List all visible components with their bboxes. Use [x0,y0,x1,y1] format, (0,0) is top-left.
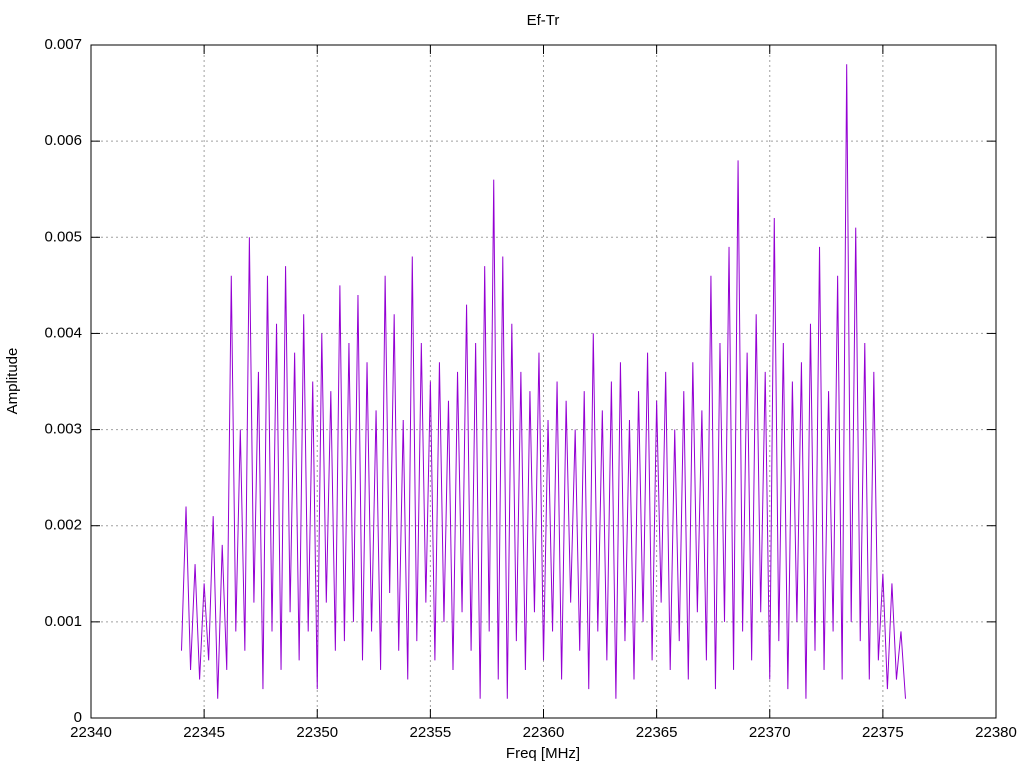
y-axis-label: Amplitude [4,348,21,415]
data-line [181,64,906,699]
x-tick-label: 22360 [523,724,565,741]
chart-title: Ef-Tr [527,12,560,29]
y-tick-label: 0.005 [44,228,82,245]
y-tick-label: 0.007 [44,36,82,53]
x-tick-label: 22355 [410,724,452,741]
y-tick-label: 0.004 [44,324,82,341]
y-tick-label: 0.002 [44,517,82,534]
x-tick-label: 22345 [183,724,225,741]
y-tick-label: 0.006 [44,132,82,149]
x-tick-label: 22365 [636,724,678,741]
x-axis-label: Freq [MHz] [506,745,580,762]
x-tick-label: 22370 [749,724,791,741]
y-tick-label: 0 [74,709,82,726]
y-tick-label: 0.003 [44,421,82,438]
x-tick-label: 22340 [70,724,112,741]
x-tick-label: 22375 [862,724,904,741]
x-tick-label: 22380 [975,724,1017,741]
plot-border [90,44,997,719]
y-tick-label: 0.001 [44,613,82,630]
x-tick-label: 22350 [296,724,338,741]
